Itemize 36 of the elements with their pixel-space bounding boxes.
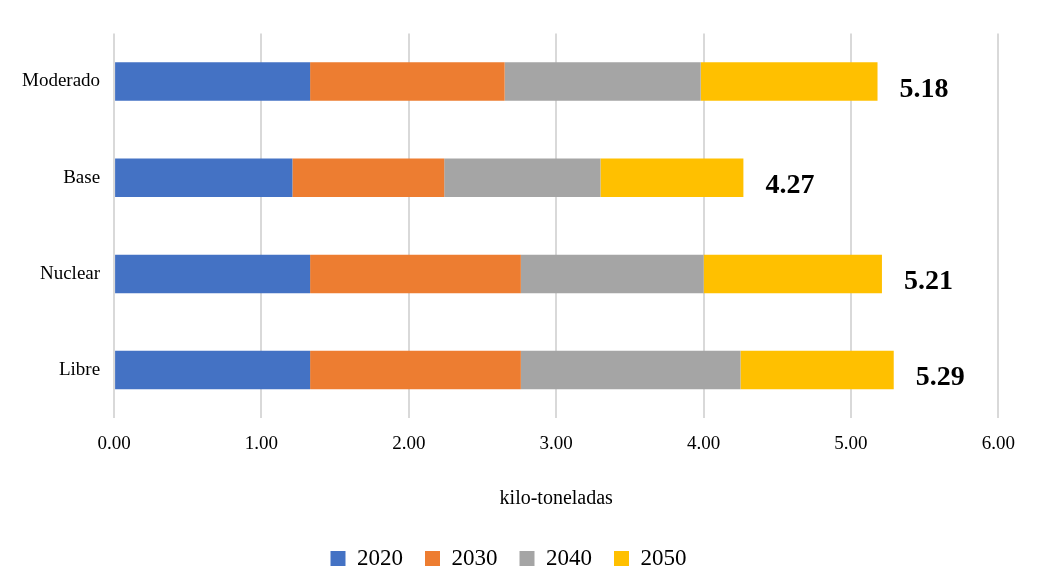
x-tick-label: 5.00 (834, 431, 868, 453)
bar (444, 158, 601, 197)
x-tick-label: 1.00 (244, 431, 279, 453)
bar (700, 62, 878, 101)
legend-label: 2020 (357, 544, 403, 570)
x-tick-label: 6.00 (981, 431, 1015, 453)
x-tick-label: 3.00 (539, 431, 573, 453)
x-tick-label: 4.00 (686, 431, 721, 453)
bar (310, 350, 521, 390)
total-label: 5.18 (899, 71, 949, 103)
bar (600, 158, 744, 197)
bar (115, 350, 311, 390)
x-axis-title: kilo-toneladas (499, 486, 614, 509)
x-tick-label: 2.00 (392, 431, 426, 453)
y-tick-label: Nuclear (39, 261, 101, 283)
x-tick-label: 0.00 (97, 431, 131, 453)
y-tick-label: Moderado (21, 69, 101, 91)
bar (310, 254, 521, 294)
bar (740, 350, 894, 390)
bar (292, 158, 445, 197)
legend-label: 2030 (451, 544, 498, 570)
bar (703, 254, 882, 294)
bar (504, 62, 701, 101)
y-tick-label: Libre (58, 358, 101, 380)
y-tick-label: Base (63, 165, 101, 187)
total-label: 5.29 (915, 360, 965, 392)
bar (310, 62, 505, 101)
total-label: 4.27 (765, 167, 815, 199)
bar (520, 254, 704, 294)
bar (115, 254, 311, 294)
legend-label: 2050 (640, 544, 687, 570)
bar (115, 158, 293, 197)
bar (115, 62, 311, 101)
bar (520, 350, 741, 390)
legend-label: 2040 (546, 544, 592, 570)
total-label: 5.21 (903, 264, 953, 296)
